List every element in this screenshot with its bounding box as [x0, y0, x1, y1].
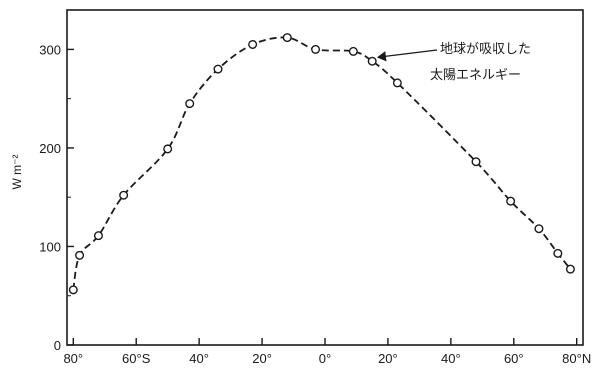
data-point: [93, 231, 103, 241]
data-point: [471, 157, 481, 167]
data-point: [119, 190, 129, 200]
annotation: 地球が吸収した 太陽エネルギー: [376, 42, 531, 83]
x-tick-label: 40°: [441, 351, 461, 366]
annotation-line1: 地球が吸収した: [440, 42, 531, 57]
data-point: [506, 196, 516, 206]
x-tick-label: 60°S: [122, 351, 151, 366]
data-point: [348, 46, 358, 56]
data-point: [75, 250, 85, 260]
y-tick-label: 300: [39, 42, 61, 57]
y-axis-label: W m⁻²: [10, 155, 24, 190]
y-tick-label: 0: [54, 338, 61, 353]
x-tick-label: 40°: [189, 351, 209, 366]
data-point: [213, 64, 223, 74]
data-point: [534, 224, 544, 234]
data-point: [185, 99, 195, 109]
data-point: [392, 78, 402, 88]
x-tick-label: 20°: [252, 351, 272, 366]
data-point: [367, 56, 377, 66]
data-point: [565, 264, 575, 274]
x-tick-label: 80°N: [562, 351, 591, 366]
x-tick-label: 60°: [504, 351, 524, 366]
y-tick-label: 100: [39, 239, 61, 254]
y-axis: 0 100 200 300: [39, 42, 74, 353]
x-tick-label: 80°: [63, 351, 83, 366]
data-point: [311, 44, 321, 54]
data-point: [163, 144, 173, 154]
annotation-arrow: [376, 49, 438, 62]
data-point: [553, 248, 563, 258]
series-markers: [68, 33, 575, 295]
plot-frame: [66, 9, 584, 346]
data-point: [248, 39, 258, 49]
x-axis: 80° 60°S 40° 20° 0° 20° 40° 60° 80°N: [63, 338, 591, 366]
annotation-line2: 太陽エネルギー: [430, 68, 521, 83]
data-point: [282, 33, 292, 43]
x-tick-label: 0°: [319, 351, 331, 366]
data-point: [68, 285, 78, 295]
x-tick-label: 20°: [378, 351, 398, 366]
y-tick-label: 200: [39, 141, 61, 156]
